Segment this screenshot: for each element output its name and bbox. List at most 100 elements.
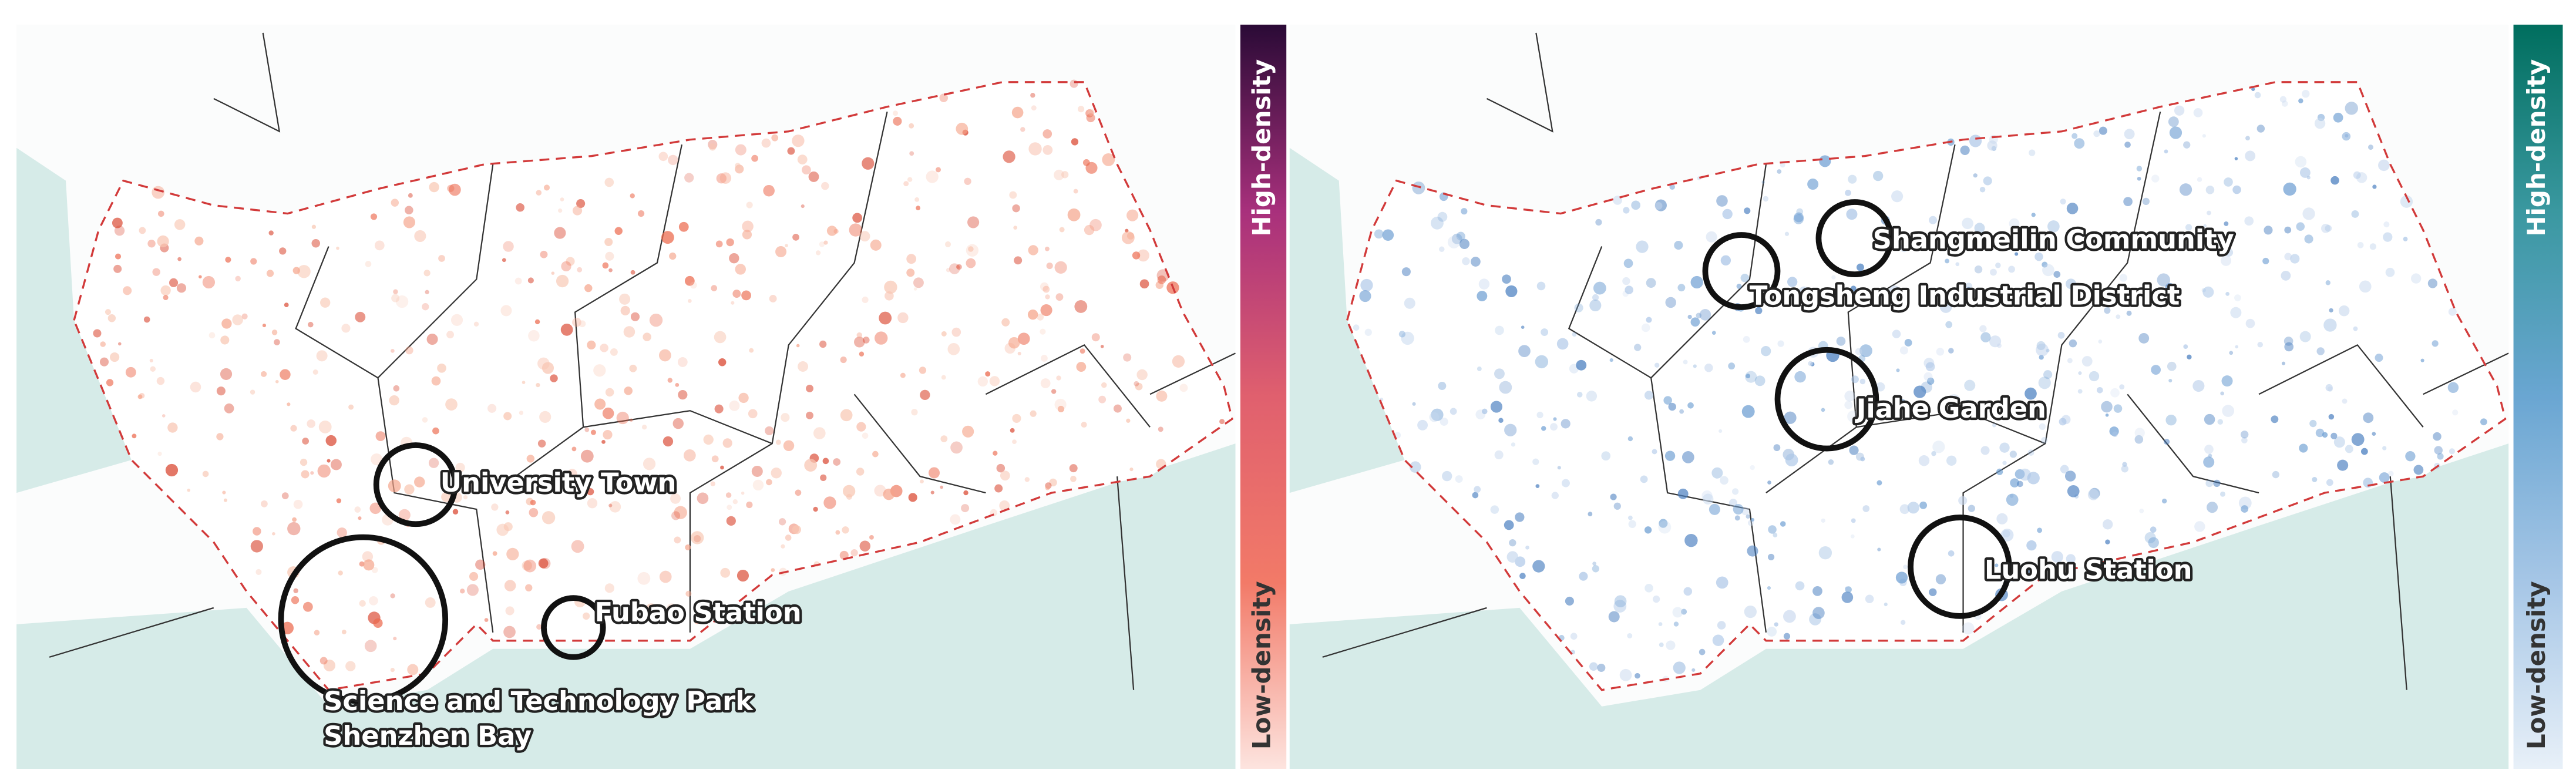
density-spot [2290, 254, 2300, 264]
density-spot [1009, 191, 1017, 199]
density-spot [641, 425, 647, 430]
density-spot [1506, 551, 1519, 563]
density-spot [944, 241, 951, 247]
density-spot [842, 526, 849, 534]
density-spot [2174, 105, 2185, 116]
density-spot [735, 144, 746, 156]
density-spot [2351, 433, 2365, 446]
density-spot [1490, 401, 1503, 413]
density-spot [1746, 374, 1751, 379]
density-spot [2281, 270, 2291, 281]
density-spot [835, 530, 840, 535]
density-spot [1767, 627, 1777, 637]
density-spot [2480, 418, 2487, 426]
density-spot [1794, 212, 1804, 223]
density-spot [2053, 271, 2061, 278]
density-spot [946, 268, 951, 273]
density-spot [1787, 277, 1798, 287]
density-spot [2262, 257, 2269, 265]
density-spot [348, 404, 354, 410]
density-spot [1939, 301, 1952, 313]
density-spot [1374, 229, 1384, 239]
density-spot [2383, 232, 2393, 242]
density-spot [2321, 223, 2330, 233]
density-spot [761, 138, 771, 148]
density-spot [2066, 203, 2079, 214]
density-spot [1014, 256, 1023, 265]
density-spot [2139, 508, 2144, 513]
density-spot [1051, 389, 1057, 394]
density-spot [1798, 286, 1810, 297]
density-spot [1589, 299, 1602, 312]
density-spot [202, 470, 209, 478]
density-spot [1054, 169, 1065, 180]
density-spot [2245, 318, 2255, 328]
density-spot [792, 135, 805, 147]
density-spot [850, 549, 858, 557]
city-area [1347, 82, 2506, 690]
density-spot [806, 411, 813, 419]
density-spot [2071, 133, 2078, 139]
density-spot [1728, 499, 1737, 507]
density-spot [2326, 479, 2333, 486]
density-spot [147, 240, 156, 248]
density-spot [1652, 595, 1660, 603]
density-spot [1899, 346, 1908, 355]
density-spot [1684, 534, 1698, 547]
density-spot [666, 603, 677, 614]
density-spot [859, 540, 871, 552]
density-spot [1042, 129, 1052, 139]
density-spot [2312, 476, 2318, 482]
density-spot [165, 463, 179, 477]
density-spot [670, 493, 681, 504]
density-spot [423, 270, 431, 277]
density-spot [1896, 399, 1907, 410]
density-spot [2298, 98, 2303, 103]
density-spot [1054, 398, 1067, 411]
density-spot [593, 364, 606, 377]
density-spot [107, 314, 116, 322]
density-spot [2124, 142, 2131, 148]
density-spot [1896, 368, 1900, 372]
density-spot [2328, 413, 2335, 420]
density-spot [1459, 238, 1470, 250]
density-spot [414, 476, 425, 488]
density-spot [907, 177, 913, 182]
density-spot [668, 154, 678, 166]
density-spot [1100, 345, 1104, 348]
density-spot [389, 395, 399, 406]
density-spot [194, 236, 204, 246]
colorbar [1240, 24, 1287, 769]
density-spot [725, 492, 732, 498]
district-border [492, 144, 683, 493]
density-spot [694, 618, 700, 624]
density-spot [336, 246, 339, 250]
density-spot [1570, 633, 1578, 640]
density-spot [167, 422, 178, 433]
density-spot [1157, 275, 1166, 284]
density-spot [2299, 331, 2311, 342]
density-spot [2077, 389, 2083, 394]
density-spot [614, 227, 623, 235]
density-spot [447, 184, 455, 192]
density-spot [685, 590, 692, 597]
density-spot [556, 274, 569, 288]
density-spot [738, 392, 749, 404]
density-spot [1812, 607, 1825, 619]
density-spot [1042, 285, 1050, 293]
density-spot [2185, 224, 2192, 231]
density-spot [951, 327, 961, 337]
density-spot [2113, 404, 2123, 413]
density-spot [1851, 375, 1859, 384]
density-spot [560, 197, 564, 201]
density-spot [1857, 288, 1868, 299]
density-spot [2230, 307, 2242, 318]
density-spot [1070, 79, 1078, 88]
density-spot [1040, 328, 1046, 335]
density-spot [1593, 281, 1606, 295]
density-spot [2101, 401, 2113, 413]
annotation-label: Tongsheng Industrial District [1750, 280, 2180, 311]
density-spot [1091, 333, 1100, 342]
density-spot [1812, 586, 1822, 596]
density-spot [1001, 318, 1010, 327]
